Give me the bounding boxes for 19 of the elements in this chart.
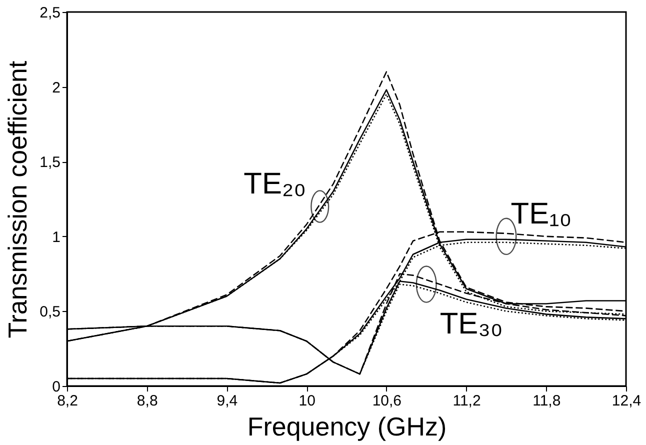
y-tick-label: 2,5 [40, 4, 60, 22]
y-tick-label: 1 [52, 228, 60, 246]
x-tick-label: 12,4 [612, 392, 642, 410]
x-tick-label: 9,4 [216, 392, 238, 410]
x-tick-label: 11,2 [452, 392, 481, 410]
annotation: TE₂₀ [244, 167, 306, 200]
annotation: TE₃₀ [440, 307, 503, 340]
x-tick-label: 8,2 [57, 392, 78, 410]
x-tick-label: 11,8 [532, 392, 561, 410]
y-tick-label: 2 [52, 79, 60, 96]
y-tick-label: 0,5 [40, 304, 60, 321]
y-axis-title: Transmission coefficient [2, 60, 33, 338]
annotation: TE₁₀ [510, 197, 572, 230]
x-axis-title: Frequency (GHz) [247, 412, 447, 442]
x-tick-label: 10 [298, 392, 316, 410]
x-tick-label: 10,6 [372, 392, 402, 410]
x-tick-label: 8,8 [136, 392, 158, 410]
y-tick-label: 1,5 [40, 154, 60, 172]
y-tick-label: 0 [52, 378, 60, 396]
